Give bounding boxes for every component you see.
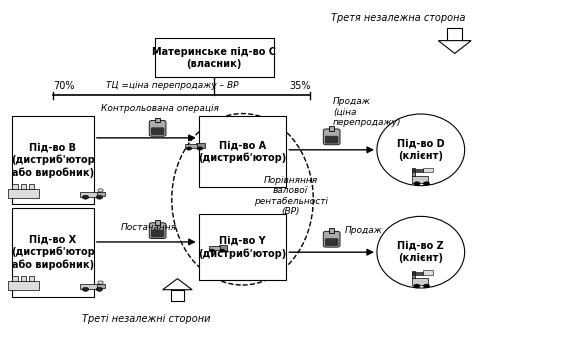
- FancyBboxPatch shape: [151, 230, 164, 237]
- Bar: [13, 184, 17, 189]
- Bar: [29, 277, 34, 281]
- Bar: [412, 171, 423, 172]
- Circle shape: [186, 147, 191, 150]
- FancyBboxPatch shape: [150, 223, 166, 239]
- Text: Продаж: Продаж: [344, 226, 382, 235]
- Circle shape: [209, 249, 214, 252]
- Bar: [198, 214, 286, 280]
- Bar: [13, 277, 17, 281]
- Text: Під-во В
(дистриб'ютор
або виробник): Під-во В (дистриб'ютор або виробник): [11, 142, 95, 178]
- Circle shape: [414, 284, 420, 288]
- Bar: [8, 189, 39, 197]
- Circle shape: [98, 281, 103, 284]
- Text: ТЦ =ціна перепродажу – ВР: ТЦ =ціна перепродажу – ВР: [105, 81, 238, 90]
- Bar: [198, 116, 286, 187]
- Bar: [29, 184, 34, 189]
- Bar: [155, 220, 160, 225]
- Text: Продаж
(ціна
перепродажу): Продаж (ціна перепродажу): [333, 97, 401, 127]
- Text: Під-во Y
(дистриб'ютор): Під-во Y (дистриб'ютор): [198, 236, 286, 259]
- Text: Контрольована операція: Контрольована операція: [102, 104, 220, 113]
- Text: Під-во Х
(дистриб'ютор
або виробник): Під-во Х (дистриб'ютор або виробник): [11, 234, 95, 270]
- Text: Під-во Z
(клієнт): Під-во Z (клієнт): [397, 241, 444, 264]
- Bar: [12, 208, 94, 297]
- Bar: [21, 277, 26, 281]
- Polygon shape: [438, 41, 471, 53]
- Bar: [412, 176, 428, 183]
- Bar: [196, 142, 205, 148]
- Circle shape: [423, 284, 430, 288]
- Text: Під-во D
(клієнт): Під-во D (клієнт): [397, 139, 444, 161]
- Bar: [423, 168, 433, 172]
- Text: Треті незалежні сторони: Треті незалежні сторони: [82, 314, 210, 324]
- Bar: [97, 192, 105, 196]
- Bar: [412, 278, 428, 285]
- Circle shape: [96, 195, 103, 199]
- Bar: [8, 281, 39, 290]
- FancyBboxPatch shape: [150, 120, 166, 136]
- Bar: [329, 126, 335, 131]
- Circle shape: [82, 287, 89, 291]
- Bar: [155, 118, 160, 122]
- FancyBboxPatch shape: [323, 231, 340, 247]
- FancyBboxPatch shape: [325, 238, 339, 246]
- Polygon shape: [163, 279, 192, 290]
- Text: Третя незалежна сторона: Третя незалежна сторона: [331, 13, 465, 23]
- Bar: [155, 38, 274, 77]
- Circle shape: [423, 182, 430, 185]
- Bar: [329, 228, 335, 233]
- Circle shape: [96, 287, 103, 291]
- FancyBboxPatch shape: [151, 127, 164, 135]
- Circle shape: [98, 189, 103, 192]
- Text: Постачання: Постачання: [121, 223, 177, 232]
- FancyBboxPatch shape: [323, 129, 340, 145]
- Ellipse shape: [377, 216, 465, 288]
- Circle shape: [82, 195, 89, 199]
- Bar: [79, 284, 100, 289]
- Bar: [209, 246, 220, 250]
- Bar: [21, 184, 26, 189]
- FancyBboxPatch shape: [325, 136, 339, 143]
- Text: Порівняння
валової
рентабельності
(ВР): Порівняння валової рентабельності (ВР): [254, 176, 328, 216]
- Bar: [447, 28, 462, 41]
- Text: Материнське під-во С
(власник): Материнське під-во С (власник): [152, 46, 276, 69]
- Bar: [412, 169, 423, 170]
- Bar: [423, 270, 433, 275]
- Bar: [79, 192, 100, 197]
- Ellipse shape: [377, 114, 465, 186]
- Circle shape: [414, 182, 420, 185]
- Bar: [412, 273, 423, 275]
- Bar: [97, 284, 105, 288]
- Circle shape: [197, 147, 202, 150]
- Bar: [12, 116, 94, 204]
- Bar: [185, 143, 197, 148]
- Text: 35%: 35%: [289, 81, 310, 91]
- Bar: [171, 290, 184, 301]
- Bar: [412, 168, 415, 176]
- Bar: [412, 271, 415, 278]
- Circle shape: [220, 249, 225, 252]
- Text: 70%: 70%: [53, 81, 74, 91]
- Text: Під-во А
(дистриб'ютор): Під-во А (дистриб'ютор): [198, 140, 286, 163]
- Bar: [218, 245, 227, 250]
